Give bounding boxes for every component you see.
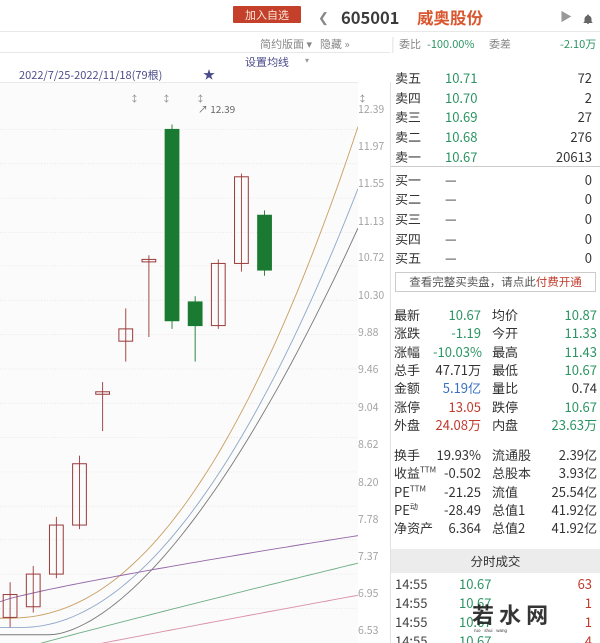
svg-text:ruo shui wang: ruo shui wang — [474, 628, 508, 633]
svg-text:若 水 网: 若 水 网 — [472, 601, 548, 630]
